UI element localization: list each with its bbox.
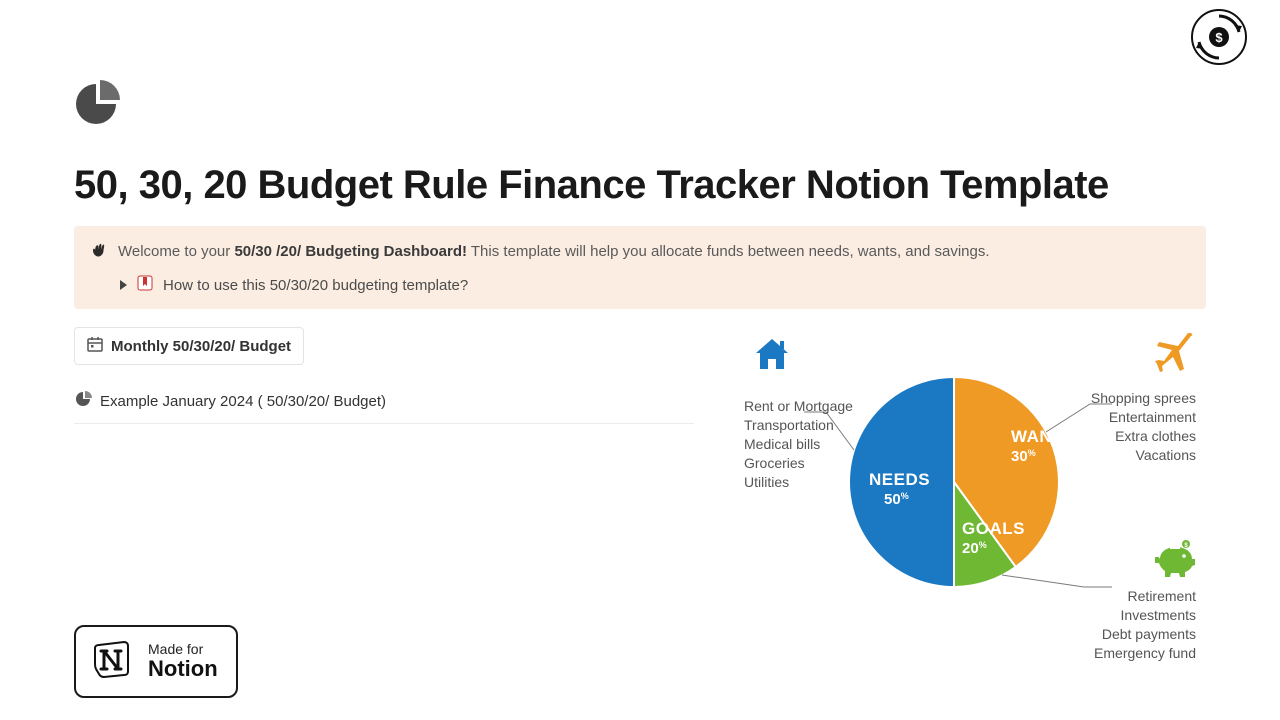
list-item: Transportation (744, 416, 853, 435)
calendar-icon (87, 336, 103, 356)
top-right-logo: $ (1190, 8, 1248, 71)
made-for-notion-badge: Made for Notion (74, 625, 238, 698)
callout-bold: 50/30 /20/ Budgeting Dashboard! (234, 243, 467, 260)
piggy-bank-icon: $ (1152, 539, 1196, 584)
list-item: Groceries (744, 454, 853, 473)
callout-prefix: Welcome to your (118, 243, 234, 260)
pie-mini-icon (76, 391, 92, 411)
callout-text: Welcome to your 50/30 /20/ Budgeting Das… (118, 243, 990, 260)
two-column-layout: Monthly 50/30/20/ Budget Example January… (74, 327, 1206, 657)
bookmark-icon (137, 275, 153, 295)
welcome-callout: Welcome to your 50/30 /20/ Budgeting Das… (74, 226, 1206, 309)
plane-icon (1154, 333, 1196, 380)
database-link-label: Monthly 50/30/20/ Budget (111, 338, 291, 355)
needs-list: Rent or Mortgage Transportation Medical … (744, 397, 853, 491)
pie-slice-needs: NEEDS 50% (849, 377, 954, 587)
svg-text:$: $ (1215, 30, 1223, 45)
list-item: Utilities (744, 473, 853, 492)
badge-line2: Notion (148, 657, 218, 681)
list-item: Vacations (1091, 446, 1196, 465)
list-item: Emergency fund (1094, 644, 1196, 663)
list-item: Debt payments (1094, 625, 1196, 644)
money-cycle-icon: $ (1190, 8, 1248, 66)
page-title: 50, 30, 20 Budget Rule Finance Tracker N… (74, 163, 1206, 208)
list-item: Investments (1094, 606, 1196, 625)
list-item: Entertainment (1091, 408, 1196, 427)
callout-toggle[interactable]: How to use this 50/30/20 budgeting templ… (90, 275, 1190, 295)
goals-list: Retirement Investments Debt payments Eme… (1094, 587, 1196, 663)
list-item: Extra clothes (1091, 427, 1196, 446)
badge-text: Made for Notion (148, 642, 218, 682)
list-item: Rent or Mortgage (744, 397, 853, 416)
wants-label: WANTS (1011, 427, 1075, 446)
database-link[interactable]: Monthly 50/30/20/ Budget (74, 327, 304, 365)
callout-text-row: Welcome to your 50/30 /20/ Budgeting Das… (90, 240, 1190, 263)
wave-icon (90, 240, 108, 263)
callout-suffix: This template will help you allocate fun… (467, 243, 990, 260)
budget-infographic: WANTS 30% GOALS 20% NEEDS 50% (734, 327, 1206, 657)
goals-label: GOALS (962, 519, 1025, 538)
list-item: Medical bills (744, 435, 853, 454)
page-entry-row[interactable]: Example January 2024 ( 50/30/20/ Budget) (74, 379, 694, 424)
list-item: Shopping sprees (1091, 389, 1196, 408)
leader-line-goals (1002, 575, 1112, 587)
toggle-label: How to use this 50/30/20 budgeting templ… (163, 277, 468, 294)
house-icon (752, 335, 792, 380)
page-pie-icon (74, 80, 1206, 133)
page-entry-label: Example January 2024 ( 50/30/20/ Budget) (100, 393, 386, 410)
badge-line1: Made for (148, 642, 218, 657)
toggle-triangle-icon (120, 280, 127, 290)
needs-label: NEEDS (869, 470, 930, 489)
list-item: Retirement (1094, 587, 1196, 606)
page-root: $ 50, 30, 20 Budget Rule Finance Tracker… (0, 0, 1280, 720)
left-column: Monthly 50/30/20/ Budget Example January… (74, 327, 694, 657)
notion-logo-icon (94, 639, 134, 684)
wants-list: Shopping sprees Entertainment Extra clot… (1091, 389, 1196, 465)
